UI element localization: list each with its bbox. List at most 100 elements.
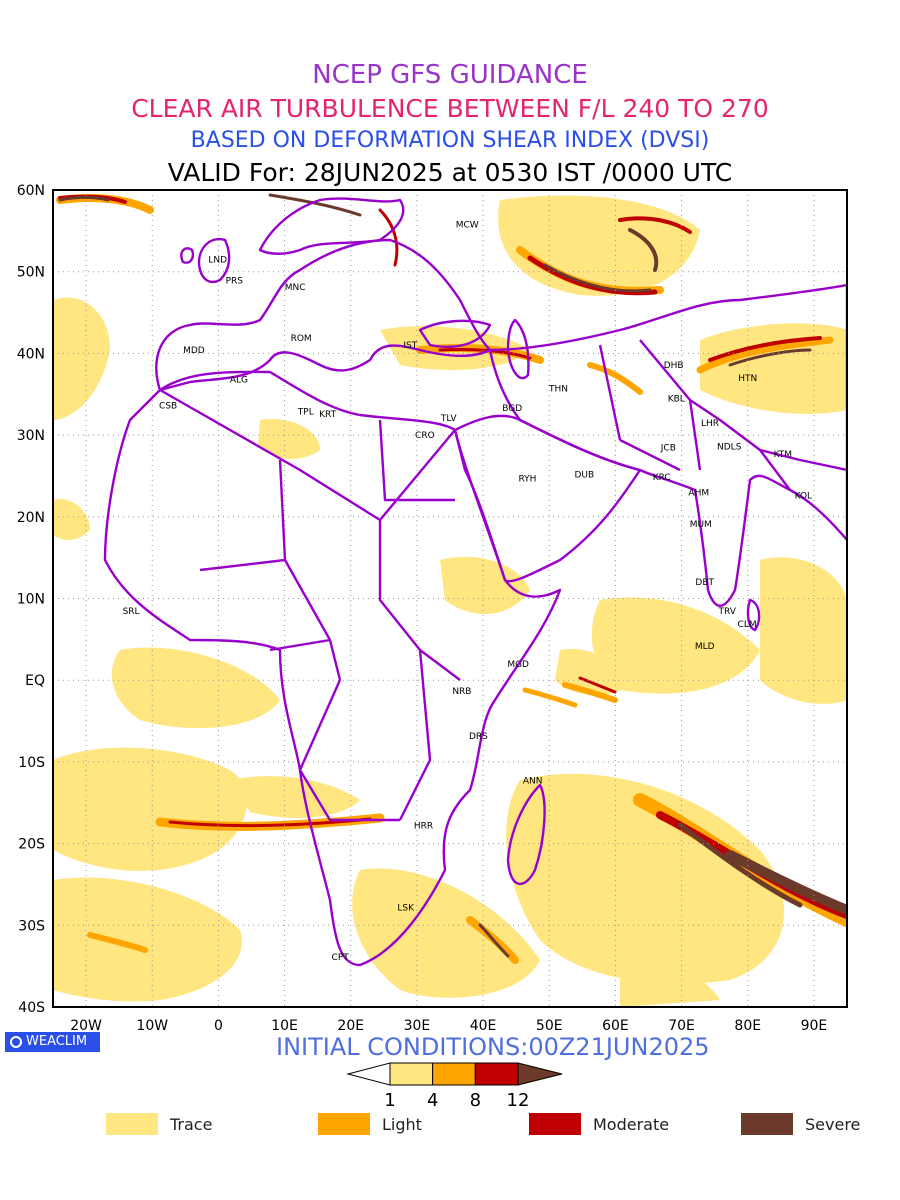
legend-swatch-moderate [529, 1113, 581, 1135]
lon-label: 10E [271, 1018, 298, 1034]
lon-label: 10W [136, 1018, 168, 1034]
colorbar-tick-label: 8 [470, 1090, 481, 1111]
station-label-trv: TRV [718, 607, 737, 617]
lat-label: 20S [18, 837, 45, 853]
map-frame [52, 189, 848, 1008]
station-label-ndls: NDLS [717, 443, 742, 453]
lat-label: 50N [17, 265, 45, 281]
station-label-krc: KRC [653, 473, 671, 483]
station-label-lsk: LSK [397, 903, 415, 913]
lon-label: 20E [337, 1018, 364, 1034]
lat-label: 10N [17, 592, 45, 608]
colorbar-tick-label: 4 [427, 1090, 438, 1111]
station-label-krt: KRT [319, 410, 337, 420]
lat-label: EQ [25, 673, 45, 689]
legend-swatch-trace [106, 1113, 158, 1135]
colorbar-segment [389, 1062, 434, 1086]
station-label-mnc: MNC [285, 283, 306, 293]
lon-label: 80E [734, 1018, 761, 1034]
station-label-ist: IST [403, 341, 417, 351]
station-labels: MCW LND PRS MNC MDD ROM IST ALG CSB TPL KRT CRO TLV B… [123, 220, 813, 963]
station-label-alg: ALG [230, 376, 248, 386]
title-product: CLEAR AIR TURBULENCE BETWEEN F/L 240 TO … [131, 94, 769, 123]
station-label-rom: ROM [291, 334, 312, 344]
lon-label: 60E [602, 1018, 629, 1034]
coastlines-borders [103, 197, 847, 967]
map-plot-area [53, 190, 847, 1007]
lat-label: 10S [18, 755, 45, 771]
station-label-mdd: MDD [183, 346, 205, 356]
station-label-dub: DUB [574, 470, 594, 480]
station-label-drs: DRS [469, 732, 488, 742]
station-label-kol: KOL [795, 492, 813, 502]
title-model: NCEP GFS GUIDANCE [312, 60, 588, 90]
station-label-ahm: AHM [688, 488, 709, 498]
station-label-tlv: TLV [440, 414, 458, 424]
legend-item-trace: Trace [106, 1112, 212, 1136]
trace-turbulence-areas [53, 195, 847, 1007]
station-label-dbt: DBT [695, 578, 714, 588]
lon-label: 30E [404, 1018, 431, 1034]
lat-label: 40S [18, 1000, 45, 1016]
colorbar: 1 4 8 12 [346, 1062, 563, 1111]
title-method: BASED ON DEFORMATION SHEAR INDEX (DVSI) [190, 128, 710, 153]
legend-swatch-severe [741, 1113, 793, 1135]
longitude-labels: 20W 10W 0 10E 20E 30E 40E 50E 60E 70E 80E 90E [70, 1018, 827, 1034]
station-label-clm: CLM [738, 620, 757, 630]
station-label-lnd: LND [208, 255, 227, 265]
lat-label: 40N [17, 346, 45, 362]
lat-label: 30N [17, 428, 45, 444]
title-valid-time: VALID For: 28JUN2025 at 0530 IST /0000 U… [167, 158, 733, 187]
station-label-ktm: KTM [774, 450, 792, 460]
station-label-mld: MLD [695, 642, 715, 652]
station-label-cpt: CPT [332, 953, 350, 963]
lat-label: 60N [17, 183, 45, 199]
station-label-csb: CSB [159, 402, 177, 412]
station-label-lhr: LHR [701, 419, 719, 429]
station-label-jcb: JCB [660, 443, 676, 453]
lon-label: 40E [470, 1018, 497, 1034]
station-label-nrb: NRB [452, 687, 471, 697]
station-label-htn: HTN [738, 374, 757, 384]
lat-label: 20N [17, 510, 45, 526]
legend-item-light: Light [318, 1112, 422, 1136]
legend-label-light: Light [382, 1114, 422, 1134]
colorbar-min-arrow [346, 1062, 391, 1086]
logo-circle-icon [10, 1036, 22, 1048]
station-label-dhb: DHB [664, 361, 684, 371]
lon-label: 50E [536, 1018, 563, 1034]
colorbar-tick-label: 12 [507, 1090, 530, 1111]
colorbar-tick-label: 1 [384, 1090, 395, 1111]
legend-item-moderate: Moderate [529, 1112, 669, 1136]
station-label-mgd: MGD [507, 660, 529, 670]
station-label-mcw: MCW [456, 220, 479, 230]
latitude-labels: 60N 50N 40N 30N 20N 10N EQ 10S 20S 30S 40S [17, 183, 45, 1016]
severe-turbulence-areas [58, 193, 847, 958]
lon-label: 0 [214, 1018, 223, 1034]
legend-label-moderate: Moderate [593, 1114, 670, 1134]
colorbar-segment [432, 1062, 476, 1086]
lat-label: 30S [18, 918, 45, 934]
graticule [53, 190, 847, 1007]
station-label-cro: CRO [415, 431, 435, 441]
lon-label: 70E [668, 1018, 695, 1034]
station-label-mum: MUM [690, 520, 712, 530]
colorbar-segment [474, 1062, 519, 1086]
station-label-thn: THN [548, 385, 568, 395]
lon-label: 20W [70, 1018, 102, 1034]
station-label-tpl: TPL [297, 407, 314, 417]
station-label-bgd: BGD [502, 404, 522, 414]
badge-text: WEACLIM [26, 1034, 88, 1049]
station-label-srl: SRL [123, 607, 140, 617]
legend-item-severe: Severe [741, 1112, 860, 1136]
weaclim-badge[interactable]: WEACLIM [5, 1032, 100, 1052]
lon-label: 90E [801, 1018, 828, 1034]
station-label-prs: PRS [226, 277, 244, 287]
station-label-ann: ANN [523, 777, 543, 787]
station-label-ryh: RYH [518, 474, 536, 484]
station-label-hrr: HRR [414, 822, 433, 832]
legend-swatch-light [318, 1113, 370, 1135]
initial-conditions-label: INITIAL CONDITIONS:00Z21JUN2025 [276, 1033, 710, 1061]
station-label-kbl: KBL [668, 394, 685, 404]
